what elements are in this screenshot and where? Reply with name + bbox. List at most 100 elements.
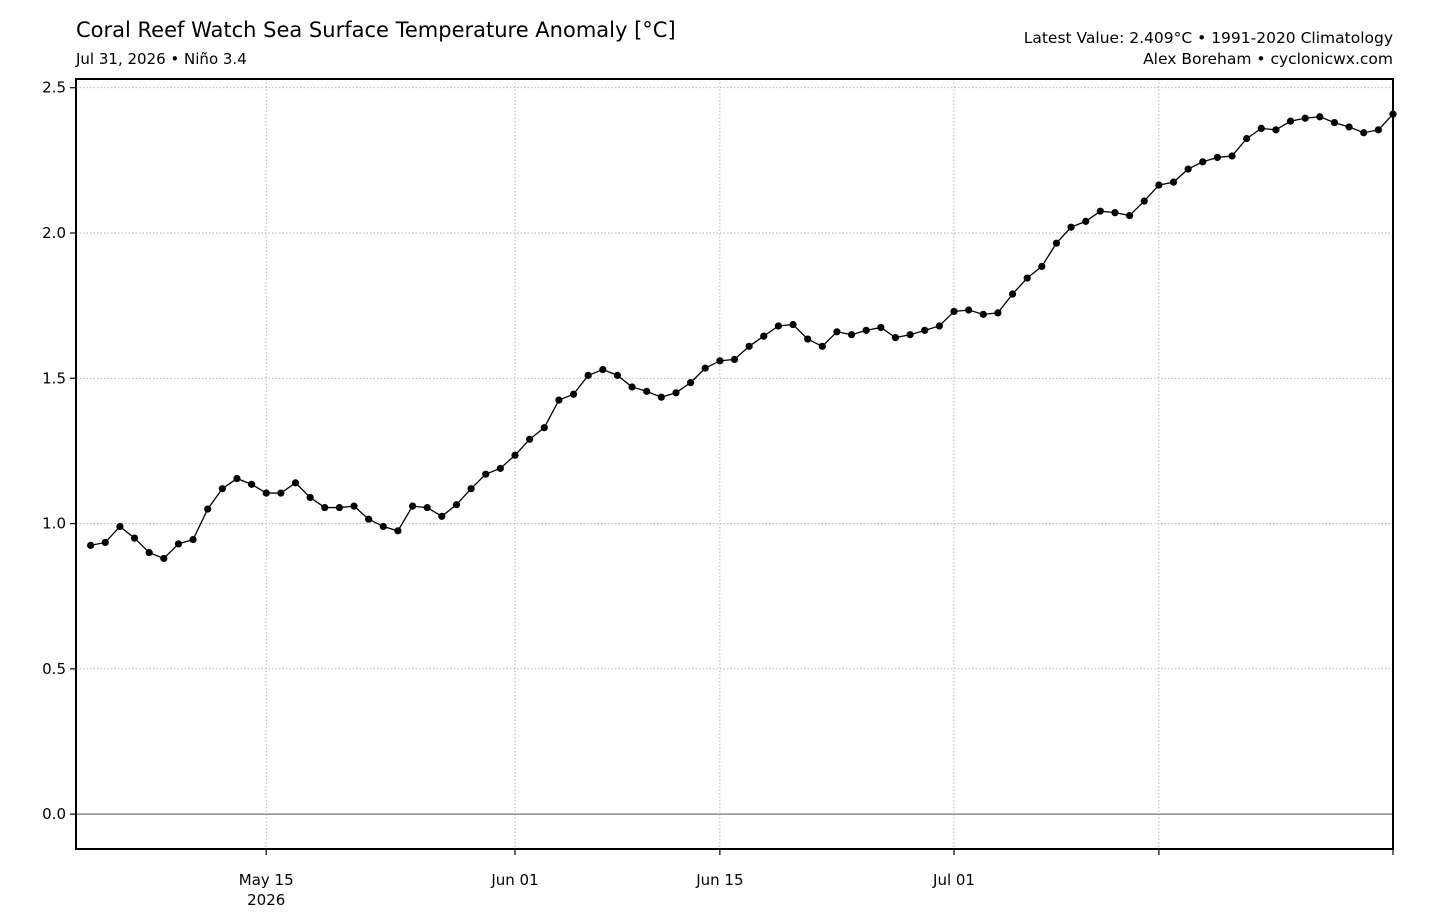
data-point bbox=[452, 501, 461, 509]
data-point bbox=[921, 326, 929, 334]
data-point bbox=[628, 383, 636, 391]
x-tick-label: Jul 01 bbox=[932, 871, 975, 889]
data-point bbox=[701, 364, 709, 372]
data-point bbox=[1272, 126, 1280, 134]
data-point bbox=[87, 541, 95, 549]
data-point bbox=[1126, 211, 1134, 220]
data-point bbox=[950, 307, 958, 316]
credit-text: Alex Boreham • cyclonicwx.com bbox=[1143, 50, 1393, 68]
data-point bbox=[657, 393, 665, 401]
data-point bbox=[511, 451, 519, 459]
data-point bbox=[482, 470, 490, 478]
chart-info: Latest Value: 2.409°C • 1991-2020 Climat… bbox=[1024, 28, 1393, 70]
y-tick-label: 0.5 bbox=[42, 660, 66, 678]
data-point bbox=[760, 332, 768, 340]
data-point bbox=[233, 474, 241, 483]
data-point bbox=[818, 342, 826, 350]
data-point bbox=[1360, 129, 1368, 137]
data-point bbox=[1257, 124, 1265, 132]
data-point bbox=[745, 342, 753, 350]
y-tick-label: 0.0 bbox=[42, 805, 66, 823]
data-point bbox=[1330, 118, 1339, 127]
data-point bbox=[496, 464, 504, 472]
data-point bbox=[599, 365, 607, 374]
data-point bbox=[1067, 223, 1075, 231]
data-point bbox=[569, 390, 578, 398]
chart-title: Coral Reef Watch Sea Surface Temperature… bbox=[76, 18, 676, 42]
data-point bbox=[160, 554, 168, 563]
data-point bbox=[891, 334, 900, 342]
data-point bbox=[335, 503, 343, 512]
data-point bbox=[555, 396, 563, 404]
data-point bbox=[218, 485, 226, 493]
data-point bbox=[394, 527, 402, 535]
data-point bbox=[1301, 114, 1309, 122]
data-point bbox=[1140, 197, 1148, 205]
chart-subtitle: Jul 31, 2026 • Niño 3.4 bbox=[76, 50, 247, 68]
grid-lines bbox=[76, 79, 1393, 849]
data-point bbox=[423, 503, 431, 512]
data-point bbox=[1038, 262, 1046, 271]
data-point bbox=[467, 485, 475, 493]
axes-group: 0.0 0.5 1.0 1.5 2.0 2.5 May 15 2026 Jun 01 Jun 15… bbox=[42, 78, 1394, 909]
data-point bbox=[833, 328, 841, 336]
plot-frame bbox=[75, 78, 1394, 850]
data-point bbox=[1096, 207, 1104, 215]
data-point bbox=[979, 310, 987, 318]
data-point bbox=[965, 306, 973, 314]
data-point bbox=[847, 331, 856, 339]
y-tick-label: 1.5 bbox=[42, 369, 66, 387]
data-point bbox=[262, 489, 270, 497]
data-point bbox=[408, 502, 417, 510]
data-point bbox=[774, 322, 783, 330]
data-point bbox=[1228, 152, 1236, 160]
data-point bbox=[1008, 290, 1017, 298]
y-tick-label: 2.0 bbox=[42, 224, 66, 242]
data-point bbox=[526, 435, 534, 443]
data-point bbox=[438, 512, 446, 520]
data-point bbox=[204, 505, 212, 513]
data-point bbox=[306, 493, 314, 502]
data-point bbox=[672, 389, 680, 397]
data-point bbox=[906, 331, 914, 339]
data-point bbox=[935, 322, 943, 330]
y-tick-label: 1.0 bbox=[42, 515, 66, 533]
data-point bbox=[613, 371, 622, 379]
data-point bbox=[1345, 123, 1353, 131]
data-point bbox=[1286, 117, 1295, 125]
data-point bbox=[687, 379, 695, 387]
data-point bbox=[1243, 134, 1251, 143]
data-point bbox=[1023, 274, 1031, 282]
data-point bbox=[1111, 209, 1119, 217]
data-point bbox=[1213, 153, 1221, 162]
data-point bbox=[994, 309, 1002, 317]
data-point bbox=[1316, 113, 1324, 121]
data-point bbox=[804, 335, 812, 343]
data-point bbox=[1199, 158, 1207, 166]
data-point bbox=[365, 515, 373, 523]
data-point bbox=[277, 489, 285, 497]
data-point bbox=[1374, 126, 1382, 134]
series-line bbox=[90, 113, 1394, 560]
data-point bbox=[1155, 181, 1163, 189]
data-point bbox=[877, 323, 885, 332]
data-point bbox=[350, 502, 358, 510]
latest-value-text: Latest Value: 2.409°C • 1991-2020 Climat… bbox=[1023, 29, 1393, 47]
data-point bbox=[189, 535, 197, 544]
data-point bbox=[1082, 217, 1090, 225]
data-point bbox=[101, 538, 109, 547]
y-tick-label: 2.5 bbox=[42, 79, 66, 97]
data-point bbox=[1052, 239, 1061, 247]
data-point bbox=[248, 480, 256, 488]
data-point bbox=[1184, 165, 1192, 173]
series-group bbox=[87, 110, 1397, 563]
data-point bbox=[145, 549, 153, 557]
x-tick-sublabel: 2026 bbox=[247, 891, 285, 909]
x-tick-label: Jun 01 bbox=[490, 871, 538, 889]
data-point bbox=[540, 424, 548, 432]
data-point bbox=[730, 355, 739, 363]
data-point bbox=[116, 522, 124, 531]
data-point bbox=[130, 534, 139, 542]
data-point bbox=[379, 522, 387, 531]
